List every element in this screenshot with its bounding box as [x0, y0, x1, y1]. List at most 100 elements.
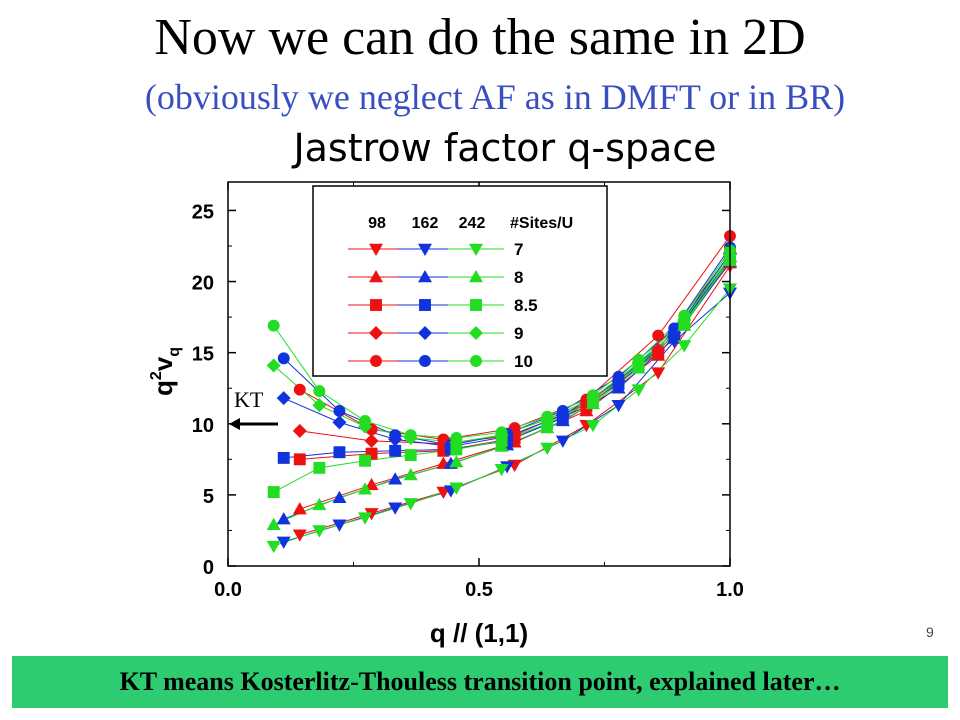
data-point-162-u7: [611, 400, 626, 413]
y-tick-label: 5: [203, 486, 214, 508]
slide-subtitle: (obviously we neglect AF as in DMFT or i…: [144, 77, 846, 117]
legend-marker-red-u10: [370, 355, 382, 367]
legend-header-label: 242: [459, 215, 486, 232]
legend-marker-green-u10: [470, 355, 482, 367]
page-number: 9: [926, 624, 934, 640]
data-point-242-u7: [677, 340, 692, 353]
x-tick-label: 0.0: [214, 579, 242, 601]
data-point-242-u7: [631, 384, 646, 397]
y-tick-label: 0: [203, 557, 214, 579]
legend-marker-blue-u7: [418, 243, 432, 256]
legend-marker-green-u8: [469, 270, 483, 283]
data-point-98-u10: [293, 383, 306, 396]
kt-label: KT: [234, 387, 264, 412]
slide-title: Now we can do the same in 2D: [154, 9, 806, 66]
data-point-242-u10: [495, 426, 508, 439]
y-tick-label: 25: [192, 201, 214, 223]
chart-title: Jastrow factor q-space: [293, 126, 717, 170]
data-point-162-u8: [332, 490, 347, 503]
data-point-162-u7: [332, 519, 347, 532]
data-point-242-u7: [403, 498, 418, 511]
legend-marker-green-u7: [469, 243, 483, 256]
footer-text: KT means Kosterlitz-Thouless transition …: [119, 667, 841, 696]
y-tick-label: 10: [192, 415, 214, 437]
data-point-162-u10: [389, 429, 402, 442]
y-axis-label-sup: 2: [148, 371, 165, 380]
legend-marker-red-u9: [369, 326, 383, 340]
data-point-162-u10: [612, 370, 625, 383]
legend-marker-blue-u8: [418, 270, 432, 283]
data-point-162-u8.5: [389, 444, 402, 457]
data-point-98-u8.5: [365, 447, 378, 460]
x-axis-label: q // (1,1): [430, 618, 528, 648]
y-tick-label: 15: [192, 344, 214, 366]
data-point-242-u8: [449, 455, 464, 468]
legend-marker-blue-u10: [419, 355, 431, 367]
data-point-242-u7: [494, 464, 509, 477]
data-point-242-u8: [312, 497, 327, 511]
legend-marker-blue-u8.5: [419, 299, 431, 311]
data-point-162-u10: [277, 352, 290, 365]
x-tick-label: 1.0: [716, 579, 744, 601]
data-point-242-u7: [540, 442, 555, 455]
data-point-162-u7: [276, 536, 291, 549]
legend-header-label: 98: [368, 215, 386, 232]
data-point-242-u10: [678, 309, 691, 322]
data-point-242-u10: [587, 389, 599, 402]
legend-marker-green-u8.5: [470, 299, 482, 311]
data-point-162-u10: [556, 405, 569, 417]
data-point-162-u8: [388, 472, 403, 485]
data-point-162-u10: [668, 322, 681, 335]
data-point-242-u10: [632, 353, 645, 366]
series-markers: [266, 230, 737, 554]
y-axis-label-v: v: [148, 356, 178, 371]
legend: 98 162 242 #Sites/U 7 8 8.5 9 10: [312, 185, 608, 377]
y-tick-label: 20: [192, 273, 214, 295]
legend-header-label: 162: [412, 215, 439, 232]
legend-header-label: #Sites/U: [510, 215, 573, 232]
data-point-98-u7: [364, 508, 379, 521]
data-point-98-u10: [652, 329, 665, 342]
data-point-242-u8: [266, 517, 281, 531]
kt-arrow-head: [229, 418, 240, 430]
data-point-242-u8.5: [313, 461, 326, 474]
data-point-98-u9: [364, 433, 379, 448]
data-point-98-u7: [292, 529, 307, 542]
kt-annotation: KT: [229, 387, 278, 430]
data-point-242-u8: [403, 467, 418, 481]
legend-marker-green-u9: [469, 326, 483, 340]
y-axis-label-sub: q: [166, 347, 183, 357]
data-point-162-u8.5: [277, 451, 290, 464]
data-point-242-u7: [585, 419, 600, 433]
svg-text:q2vq: q2vq: [148, 347, 183, 396]
data-point-162-u10: [333, 405, 346, 417]
legend-u-label: 8: [514, 268, 523, 287]
data-point-242-u10: [404, 429, 417, 442]
data-point-98-u8.5: [293, 453, 306, 466]
footer-banner: KT means Kosterlitz-Thouless transition …: [12, 656, 948, 708]
data-point-242-u7: [449, 482, 464, 495]
y-axis-label: q2vq: [148, 347, 183, 396]
data-point-242-u10: [267, 319, 280, 332]
data-point-242-u10: [541, 410, 554, 423]
data-point-98-u9: [292, 423, 307, 438]
legend-marker-red-u8.5: [370, 299, 382, 311]
data-point-242-u9: [266, 358, 281, 373]
legend-rows: 7 8 8.5 9 10: [348, 240, 538, 371]
data-point-98-u8: [364, 477, 379, 491]
data-point-162-u9: [276, 391, 291, 406]
legend-u-label: 8.5: [514, 296, 538, 315]
data-point-242-u8.5: [404, 449, 417, 462]
data-point-98-u7: [651, 367, 666, 380]
data-point-98-u9: [651, 342, 666, 357]
x-tick-label: 0.5: [465, 579, 493, 601]
data-point-162-u8: [276, 512, 291, 525]
y-axis-label-q: q: [148, 380, 178, 396]
data-point-242-u10: [359, 414, 371, 427]
legend-marker-red-u7: [369, 243, 383, 256]
data-point-98-u8.5: [437, 444, 450, 457]
data-point-242-u8.5: [359, 454, 371, 467]
data-point-98-u8: [292, 502, 307, 515]
data-point-242-u10: [450, 432, 463, 444]
data-point-162-u7: [555, 435, 570, 448]
